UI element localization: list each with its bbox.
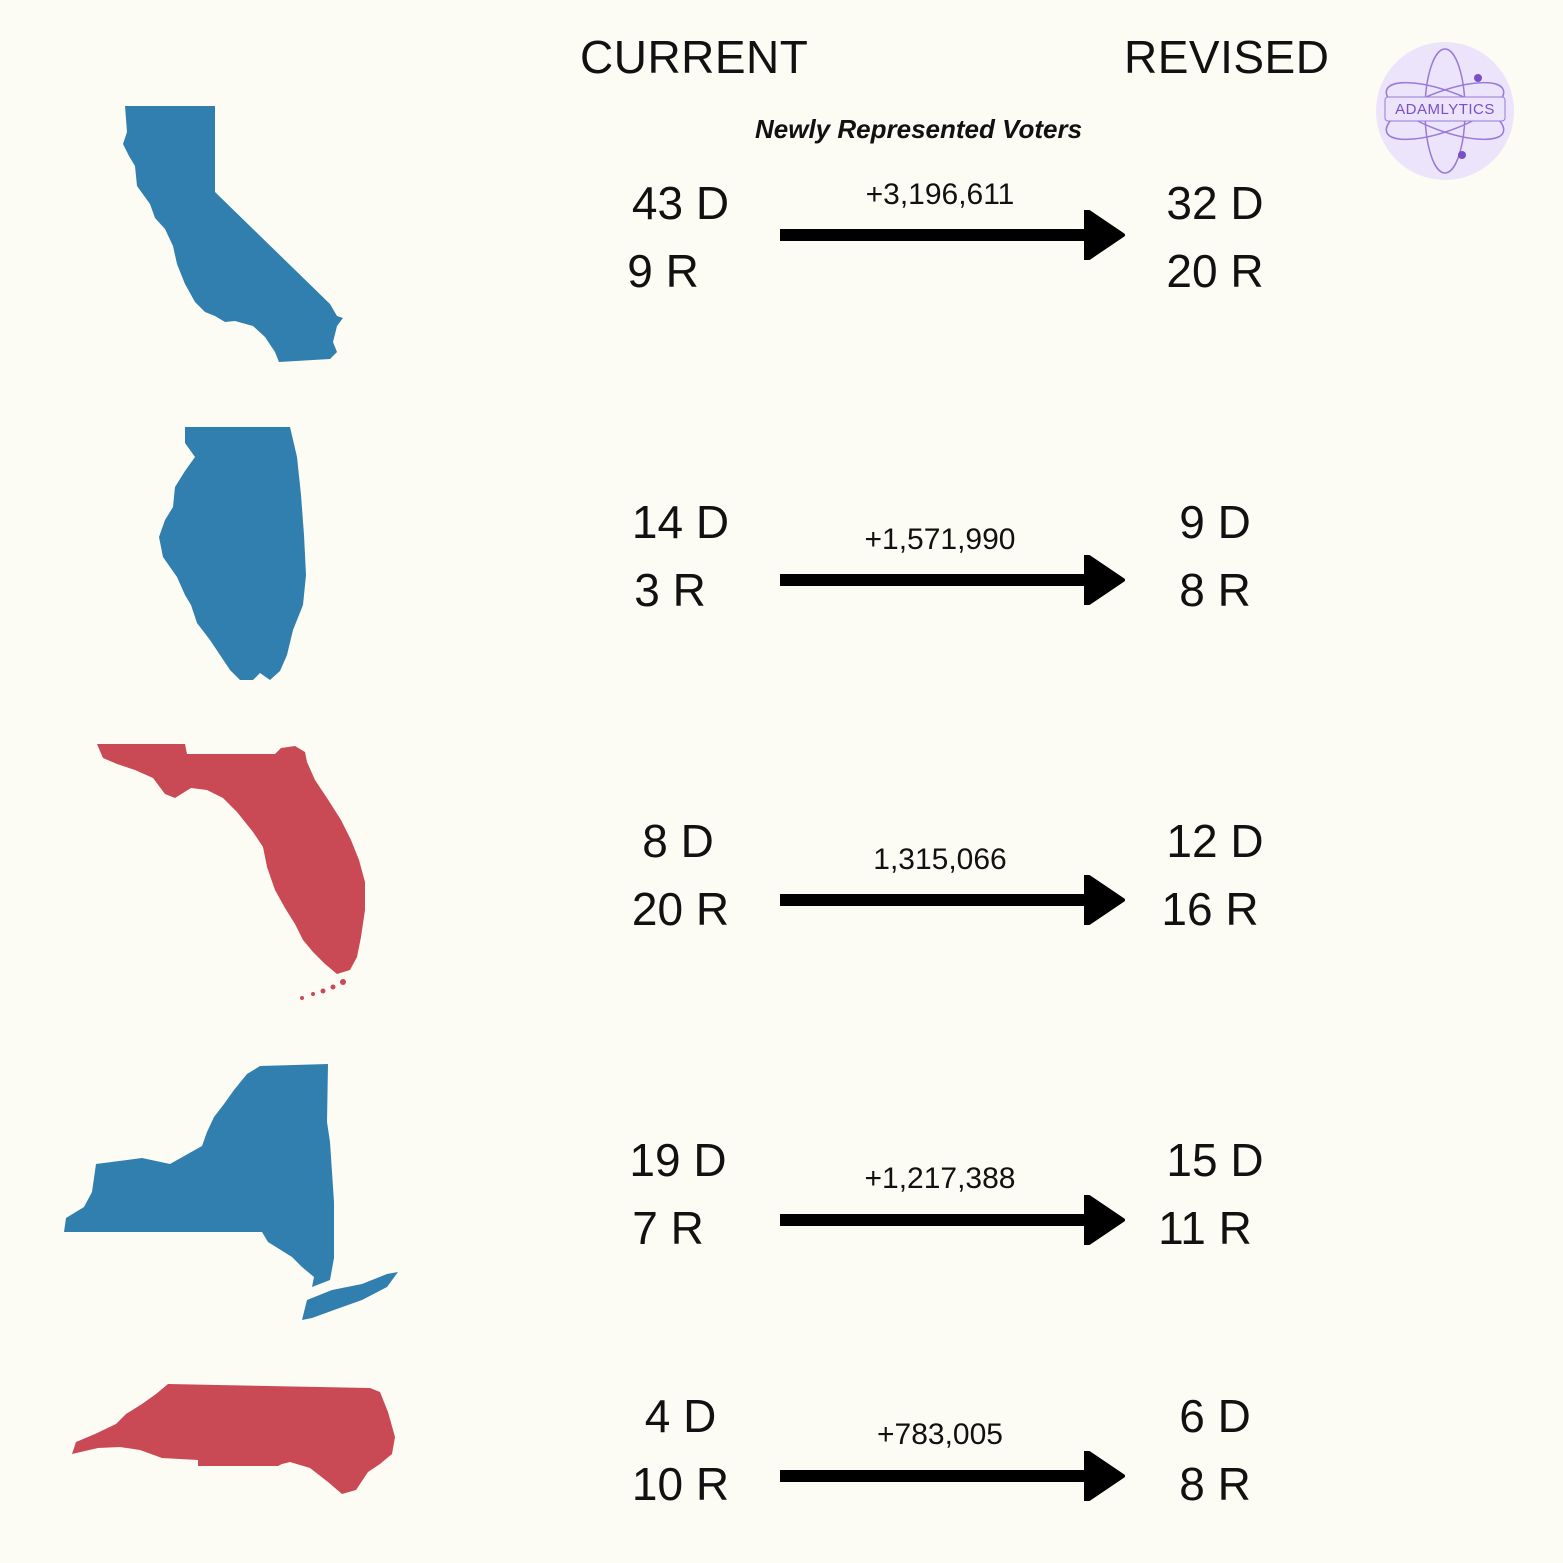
revised-republican-seats: 20 R bbox=[1166, 245, 1264, 297]
illinois-map-icon bbox=[159, 427, 306, 680]
revised-democrat-seats: 6 D bbox=[1179, 1390, 1251, 1442]
newly-represented-voters-heading: Newly Represented Voters bbox=[755, 114, 1083, 144]
arrow-right-icon bbox=[780, 210, 1125, 260]
newly-represented-voters-value: 1,315,066 bbox=[873, 843, 1007, 876]
newly-represented-voters-value: +3,196,611 bbox=[865, 178, 1015, 211]
arrow-right-icon bbox=[780, 1451, 1125, 1501]
revised-column-header: REVISED bbox=[1124, 31, 1330, 83]
california-map-icon bbox=[123, 106, 343, 362]
current-democrat-seats: 43 D bbox=[631, 177, 730, 229]
new-york-map-icon bbox=[64, 1064, 398, 1320]
current-republican-seats: 10 R bbox=[631, 1458, 730, 1510]
atom-icon bbox=[1384, 48, 1506, 174]
revised-republican-seats: 11 R bbox=[1158, 1202, 1252, 1254]
revised-democrat-seats: 9 D bbox=[1179, 496, 1251, 548]
current-democrat-seats: 8 D bbox=[642, 815, 714, 867]
current-democrat-seats: 19 D bbox=[629, 1134, 727, 1186]
current-democrat-seats: 14 D bbox=[631, 496, 730, 548]
current-republican-seats: 7 R bbox=[632, 1202, 704, 1254]
revised-democrat-seats: 32 D bbox=[1166, 177, 1264, 229]
current-republican-seats: 20 R bbox=[631, 883, 730, 935]
current-republican-seats: 3 R bbox=[634, 564, 706, 616]
revised-republican-seats: 8 R bbox=[1179, 564, 1251, 616]
newly-represented-voters-value: +783,005 bbox=[877, 1418, 1003, 1451]
current-democrat-seats: 4 D bbox=[644, 1390, 717, 1442]
adamlytics-logo bbox=[1376, 42, 1514, 180]
arrow-right-icon bbox=[780, 875, 1125, 925]
revised-democrat-seats: 15 D bbox=[1166, 1134, 1264, 1186]
revised-democrat-seats: 12 D bbox=[1166, 815, 1264, 867]
florida-map-icon bbox=[97, 744, 365, 1000]
arrow-right-icon bbox=[780, 1195, 1125, 1245]
revised-republican-seats: 8 R bbox=[1179, 1458, 1251, 1510]
current-republican-seats: 9 R bbox=[627, 245, 699, 297]
newly-represented-voters-value: +1,217,388 bbox=[864, 1162, 1016, 1195]
logo-text: ADAMLYTICS bbox=[1395, 101, 1495, 118]
revised-republican-seats: 16 R bbox=[1161, 883, 1259, 935]
newly-represented-voters-value: +1,571,990 bbox=[864, 523, 1016, 556]
arrow-right-icon bbox=[780, 555, 1125, 605]
north-carolina-map-icon bbox=[72, 1384, 395, 1494]
current-column-header: CURRENT bbox=[580, 31, 809, 83]
